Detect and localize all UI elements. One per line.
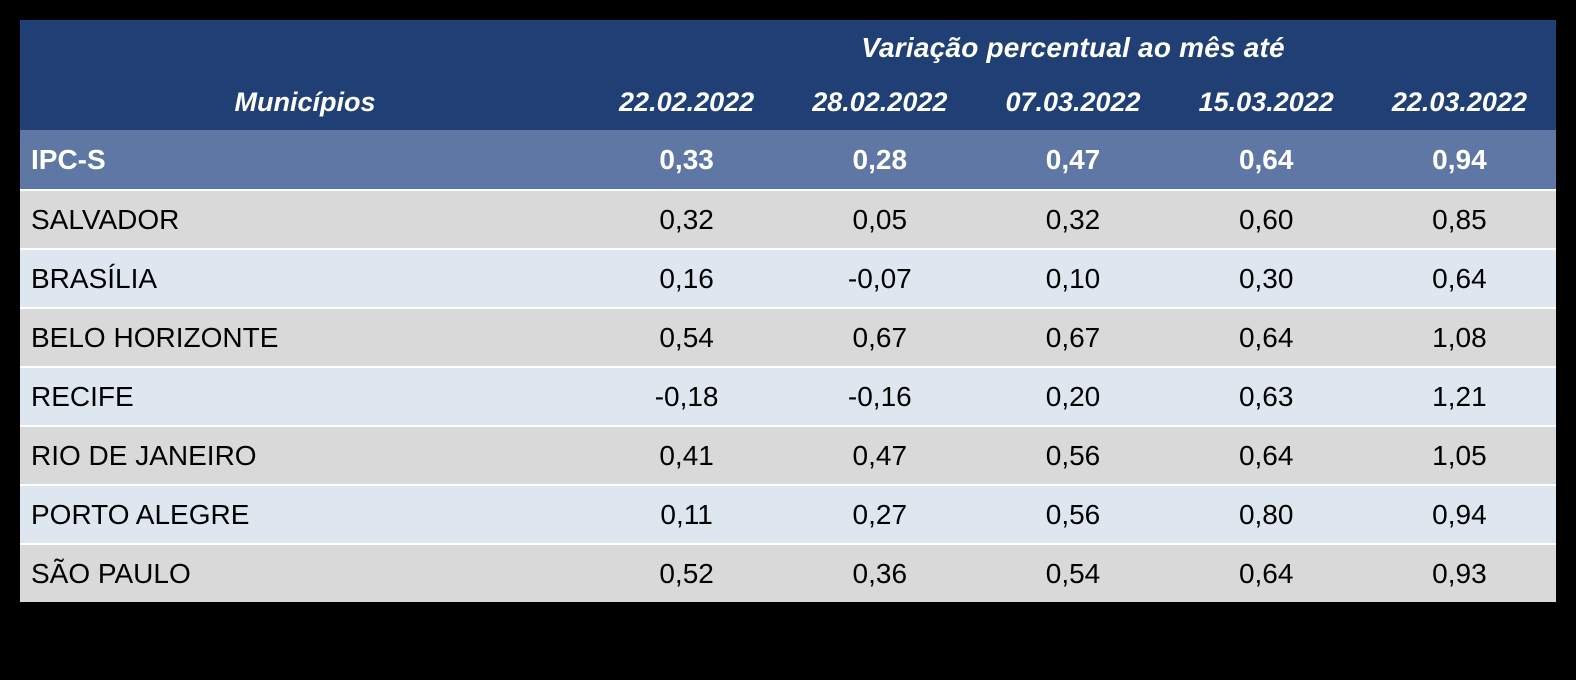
value-cell: 0,16 <box>659 262 714 294</box>
value-cell: 0,80 <box>1238 498 1294 530</box>
value-cell: -0,16 <box>847 380 912 412</box>
municipality-name: PORTO ALEGRE <box>31 498 250 530</box>
group-title: Variação percentual ao mês até <box>861 31 1285 63</box>
table-row: PORTO ALEGRE 0,11 0,27 0,56 0,80 0,94 <box>20 484 1556 543</box>
value-cell: 0,27 <box>852 498 908 530</box>
value-cell: 0,67 <box>1045 321 1101 353</box>
value-cell: 0,54 <box>659 321 714 353</box>
value-cell: 1,05 <box>1432 439 1487 471</box>
table-row: SALVADOR 0,32 0,05 0,32 0,60 0,85 <box>20 189 1556 248</box>
value-cell: 0,28 <box>852 143 908 175</box>
value-cell: 0,64 <box>1238 557 1294 589</box>
table-header: Variação percentual ao mês até Município… <box>20 20 1556 130</box>
value-cell: 0,67 <box>852 321 908 353</box>
value-cell: 0,94 <box>1432 498 1487 530</box>
table-row: RECIFE -0,18 -0,16 0,20 0,63 1,21 <box>20 366 1556 425</box>
municipios-column-header: Municípios <box>234 87 376 117</box>
value-cell: 1,08 <box>1432 321 1487 353</box>
municipality-name: RIO DE JANEIRO <box>31 439 257 471</box>
value-cell: 0,32 <box>659 203 714 235</box>
value-cell: 0,30 <box>1238 262 1294 294</box>
ipcs-row-label: IPC-S <box>31 143 106 175</box>
value-cell: 0,20 <box>1045 380 1101 412</box>
municipality-name: RECIFE <box>31 380 134 412</box>
value-cell: 0,36 <box>852 557 908 589</box>
table-row: BRASÍLIA 0,16 -0,07 0,10 0,30 0,64 <box>20 248 1556 307</box>
date-column-header: 07.03.2022 <box>1005 87 1141 117</box>
date-column-header: 28.02.2022 <box>812 87 948 117</box>
ipcs-variation-table: Variação percentual ao mês até Município… <box>20 20 1556 602</box>
value-cell: 0,64 <box>1238 143 1294 175</box>
value-cell: 0,11 <box>660 498 713 530</box>
table-body: SALVADOR 0,32 0,05 0,32 0,60 0,85 BRASÍLIA 0,16… <box>20 189 1556 602</box>
value-cell: 0,56 <box>1045 439 1101 471</box>
value-cell: 0,52 <box>659 557 714 589</box>
value-cell: 0,47 <box>852 439 908 471</box>
value-cell: 0,64 <box>1432 262 1487 294</box>
value-cell: 0,85 <box>1432 203 1487 235</box>
value-cell: 0,32 <box>1045 203 1101 235</box>
table-row: RIO DE JANEIRO 0,41 0,47 0,56 0,64 1,05 <box>20 425 1556 484</box>
municipality-name: SALVADOR <box>31 203 180 235</box>
date-column-header: 22.02.2022 <box>619 87 755 117</box>
date-column-header: 15.03.2022 <box>1198 87 1334 117</box>
date-column-header: 22.03.2022 <box>1391 87 1527 117</box>
value-cell: -0,07 <box>847 262 912 294</box>
value-cell: 0,93 <box>1432 557 1487 589</box>
table-row: BELO HORIZONTE 0,54 0,67 0,67 0,64 1,08 <box>20 307 1556 366</box>
municipality-name: BRASÍLIA <box>31 262 158 294</box>
value-cell: 0,41 <box>659 439 714 471</box>
value-cell: 0,56 <box>1045 498 1101 530</box>
ipcs-summary-row: IPC-S 0,33 0,28 0,47 0,64 0,94 <box>20 130 1556 189</box>
value-cell: 0,05 <box>852 203 908 235</box>
value-cell: 1,21 <box>1432 380 1487 412</box>
value-cell: 0,54 <box>1045 557 1101 589</box>
value-cell: 0,64 <box>1238 321 1294 353</box>
value-cell: 0,63 <box>1238 380 1294 412</box>
value-cell: 0,64 <box>1238 439 1294 471</box>
table-row: SÃO PAULO 0,52 0,36 0,54 0,64 0,93 <box>20 543 1556 602</box>
header-columns-row: Municípios 22.02.2022 28.02.2022 07.03.2… <box>20 75 1556 130</box>
value-cell: 0,33 <box>659 143 714 175</box>
value-cell: -0,18 <box>654 380 719 412</box>
municipality-name: SÃO PAULO <box>31 557 191 589</box>
value-cell: 0,94 <box>1432 143 1487 175</box>
header-group-row: Variação percentual ao mês até <box>20 20 1556 75</box>
value-cell: 0,60 <box>1238 203 1294 235</box>
municipality-name: BELO HORIZONTE <box>31 321 279 353</box>
value-cell: 0,47 <box>1045 143 1101 175</box>
value-cell: 0,10 <box>1045 262 1101 294</box>
